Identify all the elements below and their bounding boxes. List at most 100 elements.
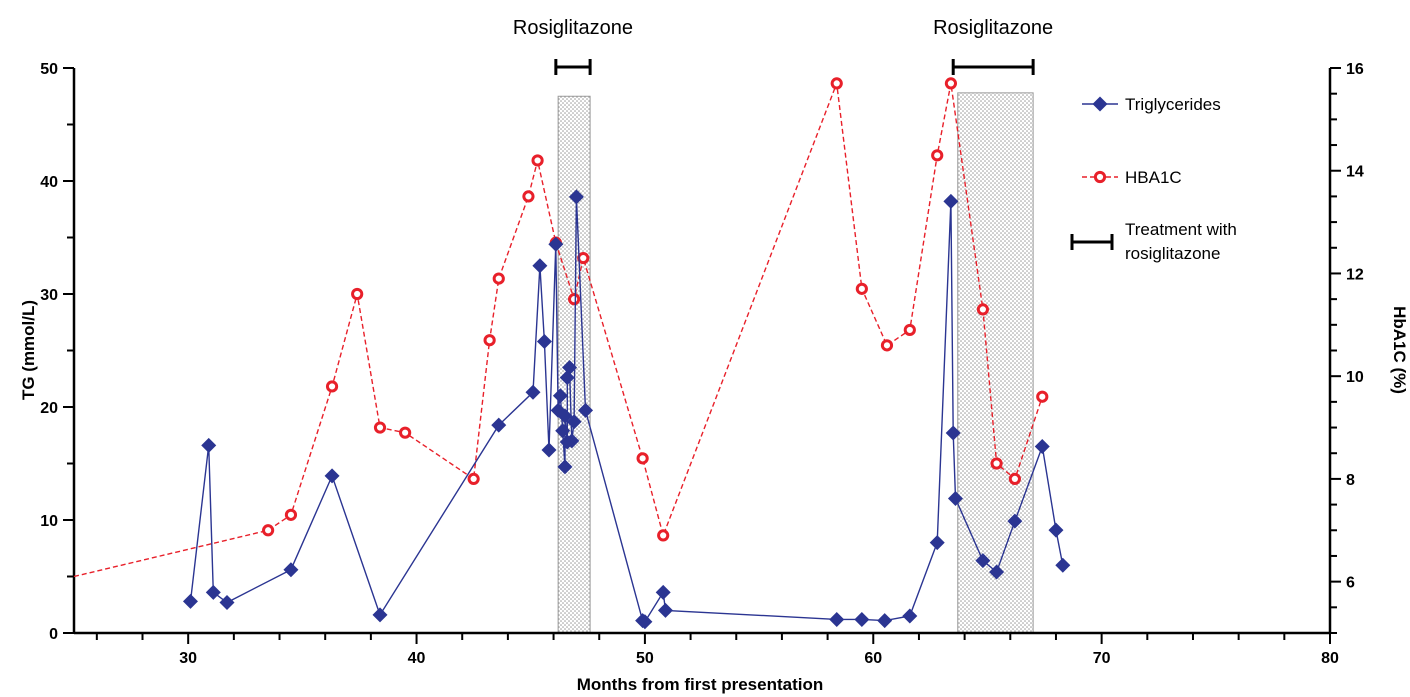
triglycerides-point: [989, 564, 1005, 580]
axes: 30 40 50 60 70 80 0 10 20 30 40 50 6 8 10 12 14 16: [40, 61, 1364, 667]
hba1c-point: [483, 334, 496, 347]
triglycerides-point: [877, 613, 893, 629]
triglycerides-point: [945, 425, 961, 441]
treatment-shading: [557, 92, 1034, 634]
hba1c-point: [657, 529, 670, 542]
x-tick-label: 70: [1093, 650, 1111, 667]
triglycerides-point: [854, 611, 870, 627]
triglycerides-point: [201, 437, 217, 453]
triglycerides-point: [182, 593, 198, 609]
hba1c-point: [931, 149, 944, 162]
triglycerides-point: [552, 388, 568, 404]
triglycerides-point: [372, 607, 388, 623]
triglycerides-point: [655, 584, 671, 600]
x-tick-label: 30: [179, 650, 197, 667]
hba1c-point: [903, 323, 916, 337]
hba1c-point: [568, 293, 581, 306]
y-right-tick-label: 14: [1346, 164, 1364, 181]
triglycerides-point: [555, 423, 571, 439]
y-left-tick-label: 40: [40, 174, 58, 191]
legend-triglycerides-marker: [1092, 96, 1108, 112]
legend-triglycerides-label: Triglycerides: [1125, 95, 1221, 114]
hba1c-point: [467, 472, 480, 486]
triglycerides-point: [975, 553, 991, 569]
y-left-tick-label: 0: [49, 626, 58, 643]
y-right-tick-label: 10: [1346, 369, 1364, 386]
treatment-label: Rosiglitazone: [933, 17, 1053, 39]
y-right-tick-label: 6: [1346, 575, 1355, 592]
triglycerides-point: [943, 193, 959, 209]
y-left-tick-label: 20: [40, 400, 58, 417]
triglycerides-point: [1007, 513, 1023, 529]
triglycerides-point: [1048, 522, 1064, 538]
triglycerides-point: [657, 602, 673, 618]
triglycerides-point: [491, 417, 507, 433]
hba1c-point: [492, 272, 505, 285]
triglycerides-point: [564, 433, 580, 449]
hba1c-point: [325, 380, 339, 393]
triglycerides-point: [947, 491, 963, 507]
x-tick-label: 50: [636, 650, 654, 667]
legend-treatment-label-line2: rosiglitazone: [1125, 244, 1220, 263]
y-right-tick-label: 12: [1346, 266, 1364, 283]
hba1c-point: [636, 452, 649, 465]
triglycerides-point: [541, 442, 557, 458]
triglycerides-point: [568, 189, 584, 205]
legend-hba1c-marker: [1093, 170, 1107, 184]
hba1c-point: [351, 287, 364, 301]
triglycerides-point: [1055, 557, 1071, 573]
hba1c-point: [830, 77, 843, 90]
triglycerides-point: [1034, 439, 1050, 455]
hba1c-point: [976, 303, 989, 316]
triglycerides-point: [548, 236, 564, 252]
hba1c-point: [577, 251, 590, 265]
legend-treatment-label-line1: Treatment with: [1125, 220, 1237, 239]
triglycerides-point: [559, 370, 575, 386]
triglycerides-line: [189, 196, 1064, 623]
hba1c-point: [399, 426, 412, 439]
triglycerides-point: [525, 384, 541, 400]
hba1c-point: [1036, 390, 1049, 403]
triglycerides-point: [205, 584, 221, 600]
hba1c-point: [1008, 472, 1021, 486]
series-triglycerides: [182, 189, 1071, 630]
y-axis-right-title: HbA1C (%): [1390, 306, 1409, 394]
x-axis-title: Months from first presentation: [577, 675, 824, 694]
x-tick-label: 60: [864, 650, 882, 667]
triglycerides-point: [637, 614, 653, 630]
y-right-tick-label: 8: [1346, 472, 1355, 489]
treatment-label: Rosiglitazone: [513, 17, 633, 39]
y-left-tick-label: 30: [40, 287, 58, 304]
hba1c-point: [855, 282, 868, 295]
hba1c-point: [284, 508, 298, 521]
y-left-tick-label: 50: [40, 61, 58, 78]
y-right-tick-label: 16: [1346, 61, 1364, 78]
treatment-brackets: Rosiglitazone Rosiglitazone: [513, 17, 1053, 75]
hba1c-point: [522, 190, 535, 203]
triglycerides-point: [578, 402, 594, 418]
triglycerides-point: [566, 414, 582, 430]
hba1c-point: [944, 77, 958, 90]
legend-hba1c-label: HBA1C: [1125, 168, 1182, 187]
hba1c-point: [373, 421, 387, 434]
triglycerides-point: [562, 359, 578, 375]
triglycerides-point: [557, 459, 573, 475]
x-tick-label: 40: [408, 650, 426, 667]
triglycerides-point: [532, 258, 548, 274]
triglycerides-point: [829, 611, 845, 627]
y-axis-left-title: TG (mmol/L): [19, 300, 38, 400]
triglycerides-point: [283, 562, 299, 578]
hba1c-point: [990, 457, 1003, 470]
triglycerides-point: [324, 468, 340, 484]
triglycerides-point: [929, 535, 945, 551]
hba1c-point: [262, 524, 275, 537]
triglycerides-point: [219, 594, 235, 610]
treatment-shade: [957, 92, 1034, 634]
triglycerides-point: [536, 333, 552, 349]
triglycerides-point: [902, 608, 918, 624]
hba1c-point: [531, 154, 544, 167]
x-tick-label: 80: [1321, 650, 1339, 667]
y-left-tick-label: 10: [40, 513, 58, 530]
hba1c-point: [880, 339, 894, 352]
